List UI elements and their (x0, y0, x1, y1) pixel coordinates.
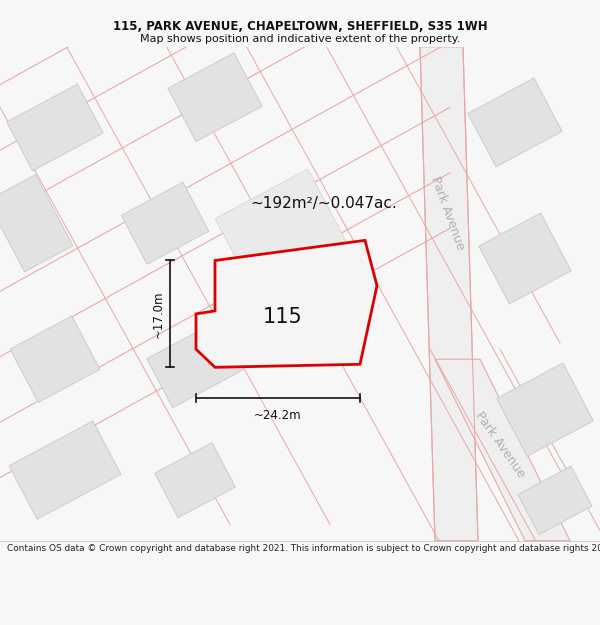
Polygon shape (147, 321, 243, 408)
Polygon shape (468, 78, 562, 167)
Polygon shape (435, 359, 570, 541)
Polygon shape (121, 182, 209, 264)
Polygon shape (497, 363, 593, 456)
Text: 115: 115 (263, 306, 302, 326)
Polygon shape (168, 53, 262, 142)
Polygon shape (7, 84, 103, 171)
Text: 115, PARK AVENUE, CHAPELTOWN, SHEFFIELD, S35 1WH: 115, PARK AVENUE, CHAPELTOWN, SHEFFIELD,… (113, 21, 487, 33)
Text: Park Avenue: Park Avenue (472, 409, 527, 481)
Polygon shape (155, 442, 235, 518)
Text: Map shows position and indicative extent of the property.: Map shows position and indicative extent… (140, 34, 460, 44)
Polygon shape (196, 241, 377, 368)
Polygon shape (518, 466, 592, 534)
Text: ~24.2m: ~24.2m (254, 409, 302, 422)
Text: ~17.0m: ~17.0m (151, 290, 164, 338)
Text: Park Avenue: Park Avenue (428, 174, 467, 252)
Polygon shape (9, 421, 121, 519)
Polygon shape (479, 213, 571, 304)
Text: ~192m²/~0.047ac.: ~192m²/~0.047ac. (250, 196, 397, 211)
Polygon shape (10, 316, 100, 402)
Text: Contains OS data © Crown copyright and database right 2021. This information is : Contains OS data © Crown copyright and d… (7, 544, 600, 552)
Polygon shape (215, 169, 355, 308)
Polygon shape (0, 174, 73, 272)
Polygon shape (420, 47, 478, 541)
